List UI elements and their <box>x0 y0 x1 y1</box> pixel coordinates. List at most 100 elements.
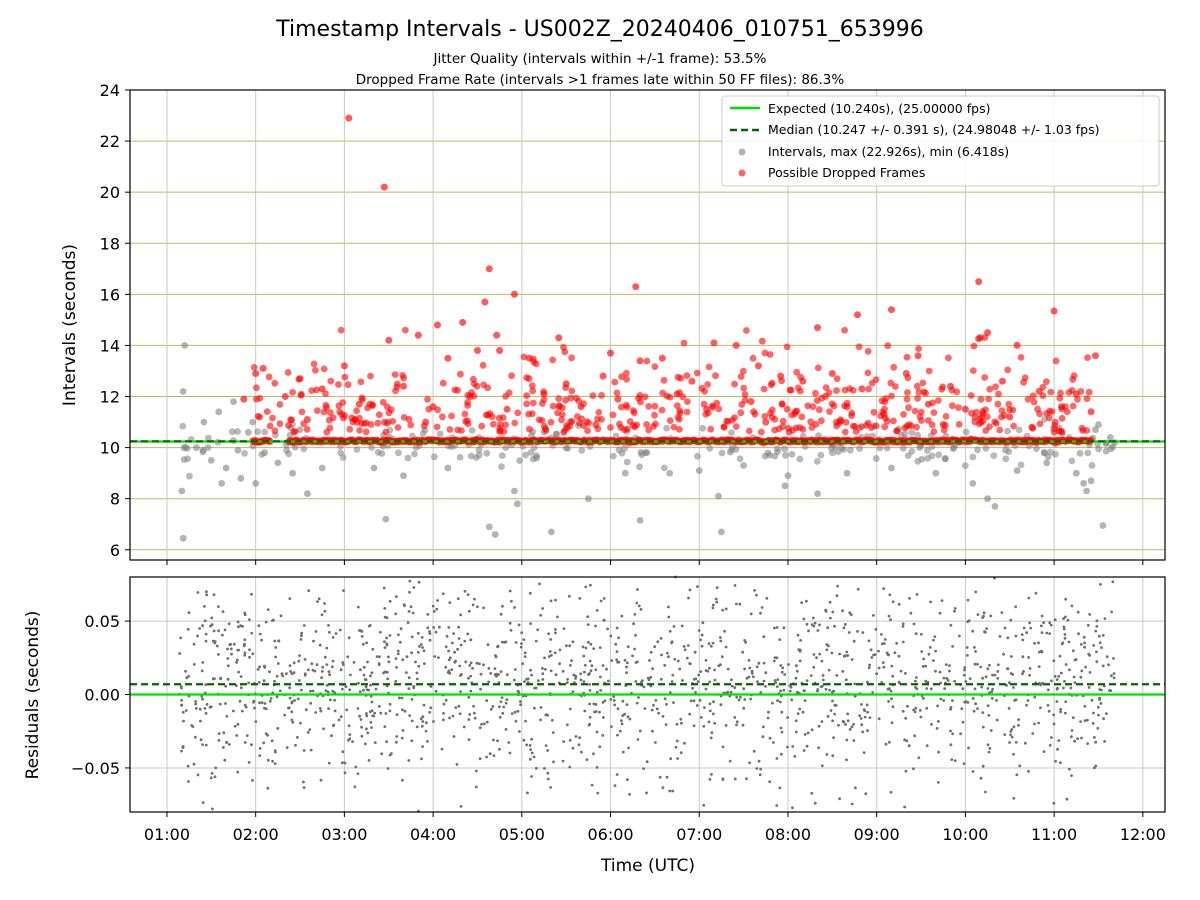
interval-point <box>969 480 977 487</box>
dropped-frame-point <box>1048 408 1056 415</box>
dropped-frame-point <box>1028 423 1036 431</box>
residual-point <box>551 731 555 734</box>
residual-point <box>320 613 324 617</box>
residual-point <box>410 739 414 743</box>
dropped-frame-point <box>298 408 306 416</box>
residual-point <box>271 759 274 763</box>
residual-point <box>316 600 319 603</box>
residual-point <box>590 783 594 787</box>
residual-point <box>953 759 957 762</box>
residual-point <box>268 670 271 674</box>
residual-point <box>824 687 828 691</box>
dropped-frame-point <box>623 376 631 383</box>
residual-point <box>194 707 198 710</box>
residual-point <box>1109 689 1113 693</box>
residual-point <box>236 770 240 774</box>
residual-point <box>473 597 476 601</box>
dropped-frame-point <box>986 385 994 393</box>
residual-point <box>904 769 908 773</box>
residual-point <box>505 673 509 677</box>
dropped-frame-point <box>496 347 504 354</box>
residual-point <box>756 680 759 683</box>
residual-point <box>914 679 917 683</box>
dropped-frame-point <box>358 394 366 402</box>
residual-point <box>889 689 893 693</box>
interval-point <box>178 487 186 495</box>
interval-point <box>456 454 464 461</box>
residual-point <box>324 689 328 693</box>
interval-point <box>200 418 208 426</box>
residual-point <box>680 721 683 725</box>
residual-point <box>696 680 700 683</box>
dropped-frame-point <box>429 403 437 411</box>
dropped-frame-point <box>382 428 390 436</box>
residual-point <box>920 650 924 653</box>
residual-point <box>266 758 270 762</box>
residual-point <box>890 721 894 725</box>
interval-point <box>732 445 740 453</box>
interval-point <box>222 464 230 472</box>
residuals-y-axis-label: Residuals (seconds) <box>23 611 43 780</box>
residual-point <box>700 644 704 648</box>
residual-point <box>463 639 467 643</box>
residual-point <box>574 735 578 738</box>
residual-point <box>547 632 550 636</box>
residual-point <box>895 641 898 645</box>
residual-point <box>192 663 196 666</box>
residual-point <box>791 806 794 810</box>
dropped-frame-point <box>1043 410 1051 417</box>
residual-point <box>1101 664 1105 668</box>
dropped-frame-point <box>915 388 923 396</box>
dropped-frame-point <box>529 387 537 395</box>
residual-point <box>250 631 254 635</box>
residual-point <box>1011 673 1015 676</box>
dropped-frame-point <box>1036 420 1044 428</box>
residual-point <box>260 638 263 642</box>
residual-point <box>796 712 800 715</box>
dropped-frame-point <box>707 425 715 433</box>
interval-point <box>378 450 386 457</box>
residual-point <box>314 711 318 714</box>
residual-point <box>1031 732 1035 735</box>
residual-point <box>201 743 205 746</box>
interval-point <box>1040 449 1048 456</box>
residual-point <box>1096 705 1100 709</box>
residual-point <box>861 631 865 634</box>
residual-point <box>331 659 335 663</box>
residual-point <box>482 663 485 667</box>
residual-point <box>529 668 532 672</box>
residual-point <box>747 659 751 662</box>
residual-point <box>395 713 399 717</box>
residual-point <box>1014 634 1018 638</box>
dropped-frame-point <box>538 417 546 424</box>
residual-point <box>565 681 569 684</box>
residual-point <box>626 715 630 719</box>
residual-point <box>719 636 722 639</box>
residual-point <box>210 772 214 775</box>
residual-point <box>341 761 344 765</box>
residual-point <box>553 651 557 655</box>
residual-point <box>237 648 241 652</box>
residual-point <box>607 679 610 683</box>
residual-point <box>733 777 737 781</box>
residual-point <box>408 590 411 594</box>
dropped-frame-point <box>918 417 925 424</box>
residual-point <box>794 719 798 723</box>
residual-point <box>565 644 568 648</box>
residual-point <box>794 730 798 734</box>
residual-point <box>889 790 893 794</box>
interval-point <box>516 457 524 464</box>
dropped-frame-point <box>490 420 497 428</box>
residual-point <box>676 659 680 663</box>
residual-point <box>415 677 419 681</box>
residual-point <box>601 734 605 737</box>
residual-point <box>396 649 400 653</box>
dropped-frame-point <box>525 354 533 362</box>
residual-point <box>225 714 229 718</box>
dropped-frame-point <box>1074 395 1081 403</box>
interval-point <box>796 455 804 463</box>
residual-point <box>773 626 776 630</box>
interval-point <box>923 447 931 454</box>
residual-point <box>853 682 857 686</box>
